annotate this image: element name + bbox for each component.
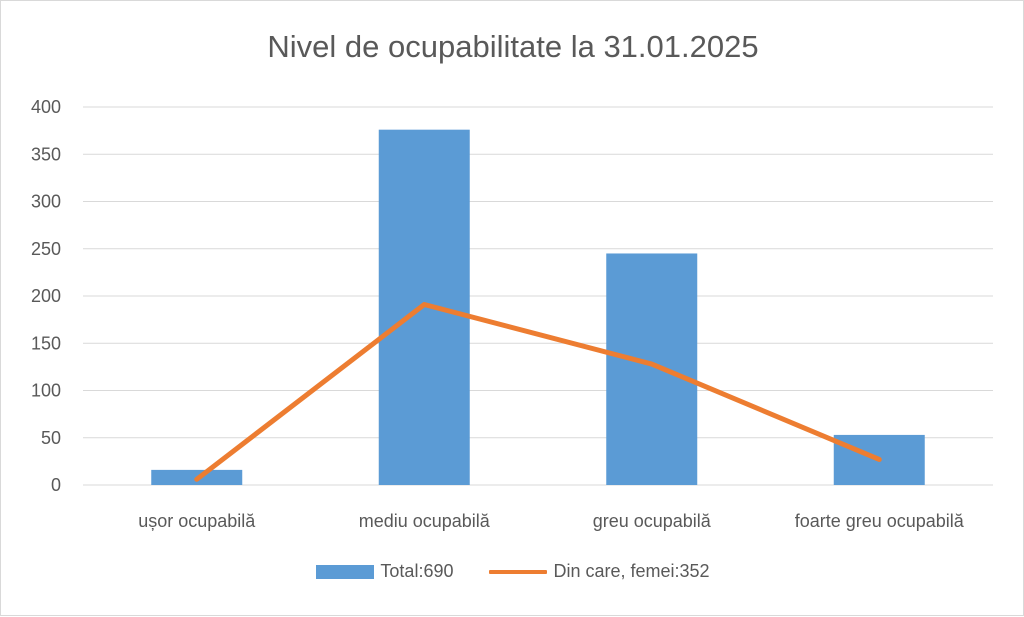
y-tick-label-0: 0 [51,475,61,495]
legend-label-total: Total:690 [380,561,453,582]
legend-item-women: Din care, femei:352 [489,561,709,582]
y-tick-label-300: 300 [31,192,61,212]
line-women [197,305,880,480]
y-tick-label-100: 100 [31,381,61,401]
y-tick-label-200: 200 [31,286,61,306]
legend-swatch-total [316,565,374,579]
legend-item-total: Total:690 [316,561,453,582]
x-tick-label-2: greu ocupabilă [593,511,712,531]
y-tick-label-250: 250 [31,239,61,259]
y-tick-label-50: 50 [41,428,61,448]
x-tick-label-0: ușor ocupabilă [138,511,256,531]
y-tick-label-150: 150 [31,333,61,353]
x-tick-label-1: mediu ocupabilă [359,511,491,531]
legend-label-women: Din care, femei:352 [553,561,709,582]
y-tick-label-400: 400 [31,97,61,117]
x-tick-label-3: foarte greu ocupabilă [795,511,965,531]
bar-total-2 [606,253,697,485]
legend-swatch-women [489,570,547,574]
y-tick-label-350: 350 [31,144,61,164]
legend: Total:690 Din care, femei:352 [1,561,1024,582]
